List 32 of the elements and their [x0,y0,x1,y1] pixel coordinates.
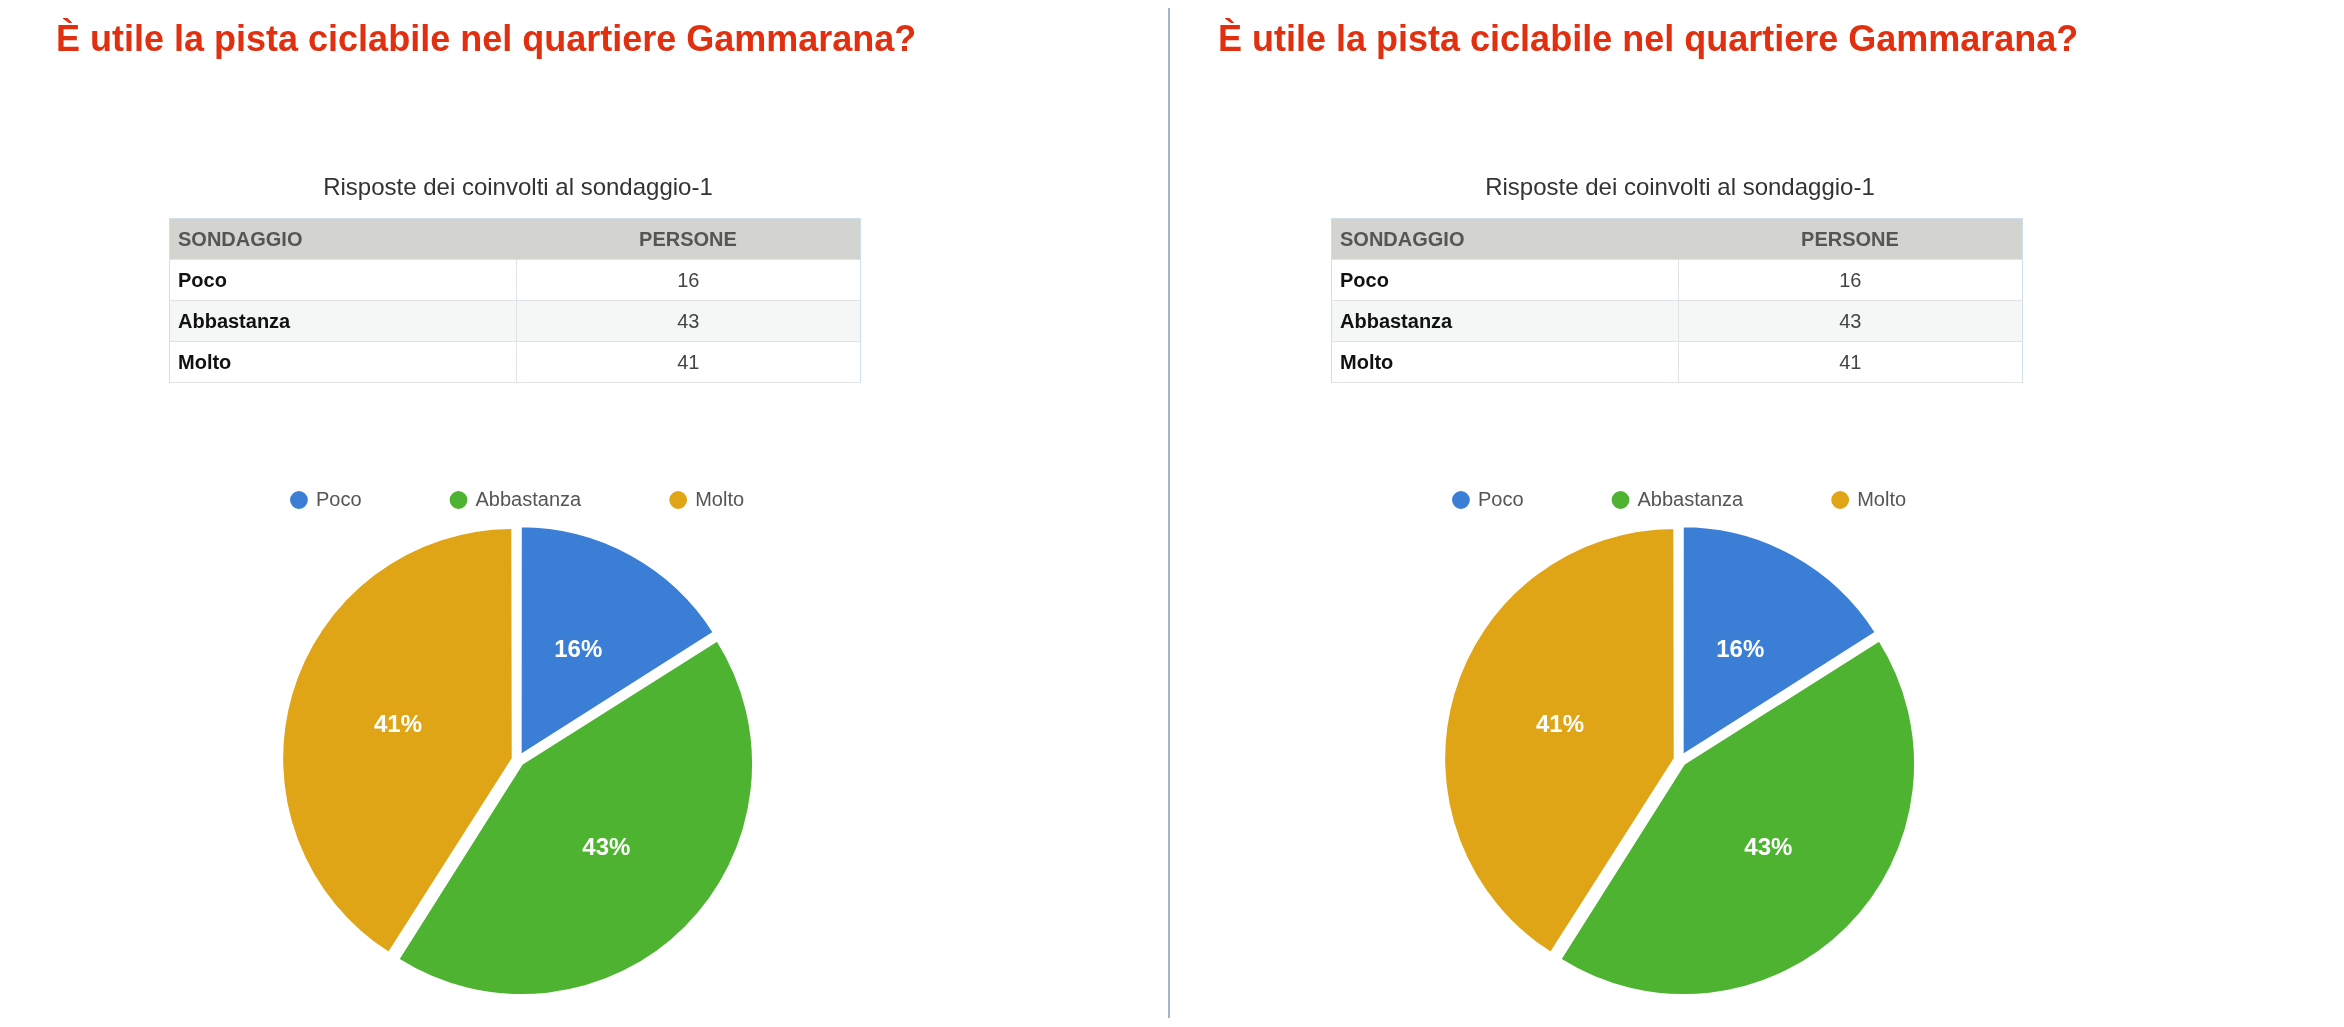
data-label: 16% [554,635,603,663]
legend-label: Molto [695,487,745,510]
legend-label: Molto [1857,487,1907,510]
legend-label: Abbastanza [475,487,583,510]
text: PERSONE [516,218,861,260]
text: Risposte dei coinvolti al sondaggio-1 [322,173,714,201]
category-label: Molto [169,341,516,383]
data-label: 41% [373,709,422,737]
text: È utile la pista ciclabile nel quartiere Gammarana? [1218,18,2080,60]
data-label: 43 [1678,300,2023,342]
legend-label: Abbastanza [1637,487,1745,510]
text: Risposte dei coinvolti al sondaggio-1 [1484,173,1876,201]
data-label: 16 [1678,259,2023,301]
text: SONDAGGIO [1331,218,1678,260]
legend-label: Poco [1477,487,1524,510]
category-label: Poco [169,259,516,301]
category-label: Abbastanza [169,300,516,342]
data-label: 41% [1535,709,1584,737]
text: SONDAGGIO [169,218,516,260]
category-label: Abbastanza [1331,300,1678,342]
legend-label: Poco [315,487,362,510]
text: È utile la pista ciclabile nel quartiere Gammarana? [56,18,918,60]
data-label: 43% [582,833,631,861]
data-label: 16 [516,259,861,301]
data-label: 41 [1678,341,2023,383]
text: PERSONE [1678,218,2023,260]
data-label: 43% [1744,833,1793,861]
category-label: Poco [1331,259,1678,301]
data-label: 43 [516,300,861,342]
data-label: 41 [516,341,861,383]
data-label: 16% [1716,635,1765,663]
category-label: Molto [1331,341,1678,383]
